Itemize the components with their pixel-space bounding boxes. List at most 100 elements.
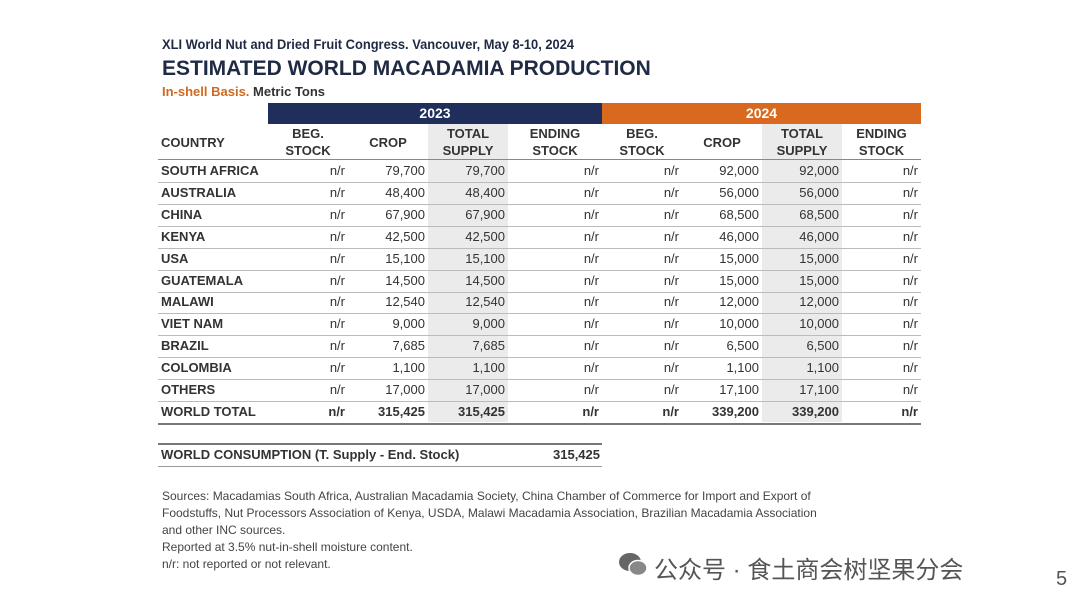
cell: 15,100 — [465, 250, 505, 266]
cell: 1,100 — [726, 360, 759, 376]
cell: 79,700 — [465, 163, 505, 178]
wechat-icon — [619, 553, 648, 577]
row-rule — [158, 379, 921, 381]
cell: 15,000 — [799, 272, 839, 288]
country: CHINA — [161, 206, 203, 222]
column-header: BEG. STOCK — [271, 125, 345, 159]
cell: 56,000 — [719, 184, 759, 200]
header-line: TOTAL — [780, 126, 824, 141]
cell: 15,100 — [385, 250, 425, 266]
cell: n/r — [583, 382, 599, 397]
cell: n/r — [583, 163, 599, 178]
column-header: ENDING STOCK — [845, 125, 918, 159]
header-line: ENDING — [529, 126, 581, 141]
cell: 14,500 — [385, 272, 425, 288]
cell: 17,000 — [465, 382, 505, 397]
header-line: SUPPLY — [776, 143, 828, 158]
rule — [158, 443, 602, 445]
shade — [428, 124, 508, 422]
note-line: Reported at 3.5% nut-in-shell moisture c… — [162, 540, 413, 554]
year-header: 2023 — [268, 103, 602, 124]
header-line: STOCK — [619, 143, 665, 158]
cell: 315,425 — [378, 403, 425, 419]
cell: n/r — [902, 360, 918, 376]
cell: n/r — [329, 316, 345, 332]
cell: 1,100 — [472, 360, 505, 376]
cell: 339,200 — [712, 403, 759, 419]
header-line: BEG. — [626, 126, 658, 141]
cell: n/r — [329, 250, 345, 266]
header-line: ENDING — [856, 126, 907, 141]
cell: n/r — [902, 250, 918, 266]
cell: n/r — [583, 250, 599, 266]
country: VIET NAM — [161, 316, 224, 332]
cell: n/r — [329, 206, 345, 222]
cell: n/r — [901, 403, 918, 419]
cell: n/r — [663, 184, 679, 200]
cell: n/r — [583, 360, 599, 376]
column-header: CROP — [351, 134, 425, 151]
cell: 46,000 — [719, 228, 759, 244]
cell: n/r — [583, 338, 599, 354]
cell: 68,500 — [719, 206, 759, 222]
cell: n/r — [902, 163, 918, 178]
country: COLOMBIA — [161, 360, 232, 376]
country: USA — [161, 250, 189, 266]
cell: 92,000 — [799, 163, 839, 178]
header-line: COUNTRY — [161, 135, 225, 150]
country: AUSTRALIA — [161, 184, 237, 200]
year-header: 2024 — [602, 103, 921, 124]
cell: 12,540 — [465, 294, 505, 310]
country: WORLD TOTAL — [161, 403, 256, 419]
cell: 48,400 — [385, 184, 425, 200]
row-rule — [158, 247, 921, 249]
row-rule — [158, 269, 921, 271]
cell: n/r — [663, 228, 679, 244]
cell: n/r — [663, 360, 679, 376]
cell: n/r — [329, 382, 345, 397]
header-line: TOTAL — [446, 126, 490, 141]
cell: 9,000 — [472, 316, 505, 332]
cell: 48,400 — [465, 184, 505, 200]
cell: 12,000 — [719, 294, 759, 310]
cell: n/r — [662, 403, 679, 419]
cell: n/r — [663, 272, 679, 288]
cell: n/r — [663, 294, 679, 310]
cell: 1,100 — [806, 360, 839, 376]
cell: n/r — [582, 403, 599, 419]
cell: 79,700 — [385, 163, 425, 178]
note-line: Sources: Macadamias South Africa, Austra… — [162, 489, 811, 503]
row-rule — [158, 203, 921, 205]
header-line: STOCK — [285, 143, 331, 158]
cell: 6,500 — [726, 338, 759, 354]
cell: 17,000 — [385, 382, 425, 397]
cell: n/r — [329, 338, 345, 354]
consumption-label: WORLD CONSUMPTION (T. Supply - End. Stoc… — [161, 447, 460, 462]
header-line: BEG. — [292, 126, 324, 141]
cell: 67,900 — [385, 206, 425, 222]
cell: n/r — [902, 316, 918, 332]
cell: 17,100 — [799, 382, 839, 397]
cell: n/r — [583, 272, 599, 288]
cell: n/r — [583, 316, 599, 332]
cell: n/r — [329, 360, 345, 376]
note-line: n/r: not reported or not relevant. — [162, 557, 331, 571]
country: SOUTH AFRICA — [161, 163, 259, 178]
note-line: Foodstuffs, Nut Processors Association o… — [162, 506, 817, 520]
cell: n/r — [902, 294, 918, 310]
rule — [158, 466, 602, 467]
cell: 17,100 — [719, 382, 759, 397]
cell: n/r — [902, 382, 918, 397]
rule — [158, 422, 921, 425]
cell: n/r — [902, 338, 918, 354]
cell: n/r — [663, 163, 679, 178]
header-line: SUPPLY — [442, 143, 494, 158]
cell: n/r — [663, 338, 679, 354]
row-rule — [158, 182, 921, 183]
row-rule — [158, 291, 921, 293]
notes: Sources: Macadamias South Africa, Austra… — [162, 488, 817, 573]
row-rule — [158, 225, 921, 227]
column-header: COUNTRY — [161, 134, 265, 151]
cell: n/r — [902, 184, 918, 200]
